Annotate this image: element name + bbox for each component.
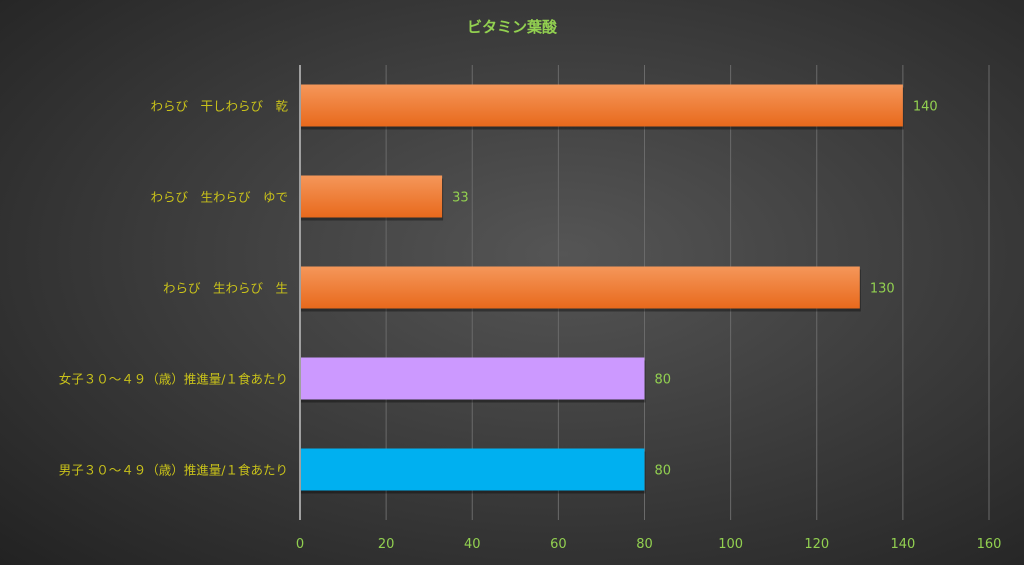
chart-title: ビタミン葉酸: [467, 18, 558, 36]
x-tick-label: 80: [636, 537, 653, 552]
category-label: 男子３０～４９（歳）推進量/１食あたり: [59, 463, 288, 478]
data-label: 80: [655, 373, 672, 388]
category-label: わらび 生わらび 生: [163, 281, 288, 296]
data-label: 130: [870, 282, 895, 297]
category-label: わらび 干しわらび 乾: [150, 99, 288, 114]
data-label: 140: [913, 100, 938, 115]
data-label: 80: [655, 464, 672, 479]
x-tick-label: 20: [378, 537, 395, 552]
x-tick-label: 0: [296, 537, 304, 552]
bar: [301, 357, 645, 400]
bar: [301, 84, 903, 127]
x-tick-label: 120: [804, 537, 829, 552]
x-tick-label: 100: [718, 537, 743, 552]
x-tick-label: 60: [550, 537, 567, 552]
x-tick-label: 160: [977, 537, 1002, 552]
bar: [301, 266, 860, 309]
x-tick-label: 40: [464, 537, 481, 552]
bar: [301, 448, 645, 491]
category-label: 女子３０～４９（歳）推進量/１食あたり: [59, 372, 288, 387]
data-label: 33: [452, 191, 469, 206]
x-tick-label: 140: [890, 537, 915, 552]
bar: [301, 175, 443, 218]
category-label: わらび 生わらび ゆで: [150, 190, 288, 205]
